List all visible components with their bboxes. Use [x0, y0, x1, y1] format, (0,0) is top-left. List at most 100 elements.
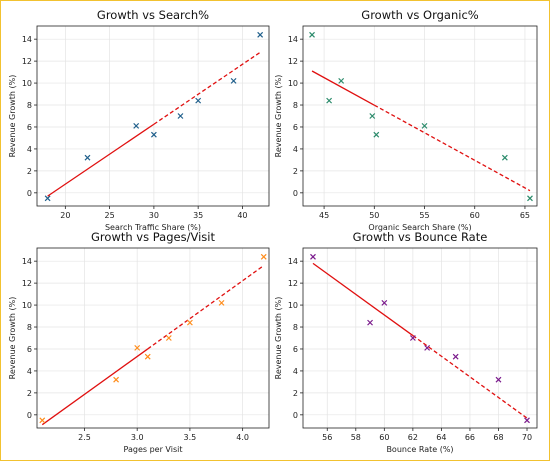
x-tick-label: 60 [379, 433, 389, 442]
data-point [326, 97, 333, 104]
data-point [134, 344, 141, 351]
data-point [309, 31, 315, 38]
y-tick-label: 6 [293, 345, 298, 354]
x-tick-label: 3.5 [184, 433, 197, 442]
data-point [409, 335, 416, 341]
data-point [150, 131, 157, 138]
x-tick-label: 45 [319, 211, 329, 220]
y-tick-label: 8 [293, 101, 298, 110]
data-point [165, 335, 172, 341]
plot-area [302, 247, 538, 429]
x-tick-label: 70 [522, 433, 532, 442]
x-tick-label: 66 [465, 433, 475, 442]
data-point [381, 299, 388, 306]
chart-title: Growth vs Bounce Rate [353, 230, 488, 244]
x-axis-label: Bounce Rate (%) [386, 445, 453, 454]
y-tick-label: 4 [293, 367, 298, 376]
x-tick-label: 62 [408, 433, 418, 442]
data-point [186, 319, 193, 326]
y-tick-label: 2 [293, 167, 298, 176]
data-point [257, 31, 264, 38]
y-tick-label: 10 [288, 79, 298, 88]
y-tick-label: 10 [22, 301, 32, 310]
x-tick-label: 25 [105, 211, 115, 220]
y-tick-label: 4 [27, 145, 32, 154]
trend-line-dashed [412, 335, 528, 419]
data-point [133, 122, 140, 129]
y-tick-label: 4 [27, 367, 32, 376]
data-point [338, 77, 345, 84]
y-tick-label: 14 [288, 35, 298, 44]
x-tick-label: 40 [237, 211, 247, 220]
data-point [369, 113, 376, 119]
chart-panel-2: 45 50 55 60 65 0 2 4 6 8 10 12 14 Growth vs Organic% O… [274, 8, 538, 232]
chart-title: Growth vs Pages/Visit [91, 230, 215, 244]
trend-line-solid [312, 262, 414, 337]
data-point [39, 417, 46, 424]
chart-panel-1: 20 25 30 35 40 0 2 4 6 8 10 12 14 Growth vs Search% Se… [8, 8, 270, 232]
data-point [373, 131, 380, 138]
x-tick-label: 50 [369, 211, 379, 220]
y-tick-label: 0 [27, 189, 32, 198]
y-tick-label: 12 [288, 57, 298, 66]
y-axis-label: Revenue Growth (%) [8, 75, 17, 158]
data-point [524, 417, 530, 424]
data-point [527, 195, 533, 202]
y-tick-label: 0 [293, 189, 298, 198]
x-tick-label: 68 [493, 433, 503, 442]
x-tick-label: 55 [419, 211, 429, 220]
y-tick-label: 0 [293, 411, 298, 420]
x-tick-label: 56 [322, 433, 332, 442]
data-point [84, 154, 91, 161]
data-point [230, 77, 237, 84]
plot-area [36, 25, 270, 207]
y-tick-label: 6 [293, 123, 298, 132]
x-tick-label: 2.5 [78, 433, 91, 442]
y-tick-label: 6 [27, 345, 32, 354]
x-axis-label: Search Traffic Share (%) [105, 223, 201, 232]
x-tick-label: 20 [60, 211, 70, 220]
y-tick-label: 8 [293, 323, 298, 332]
data-point [44, 195, 51, 202]
y-tick-label: 14 [22, 35, 32, 44]
y-tick-label: 14 [288, 257, 298, 266]
x-tick-label: 60 [470, 211, 480, 220]
trend-line-solid [47, 123, 155, 197]
y-tick-label: 4 [293, 145, 298, 154]
y-tick-label: 10 [288, 301, 298, 310]
x-tick-label: 3.0 [131, 433, 144, 442]
chart-title: Growth vs Search% [97, 8, 209, 22]
y-tick-label: 12 [22, 57, 32, 66]
trend-line-solid [311, 70, 375, 106]
x-tick-label: 58 [351, 433, 361, 442]
data-point [260, 253, 267, 260]
x-tick-label: 64 [436, 433, 446, 442]
data-point [195, 97, 202, 104]
data-point [501, 154, 508, 161]
data-point [310, 253, 316, 260]
x-axis-label: Pages per Visit [124, 445, 183, 454]
trend-line-solid [41, 348, 149, 426]
y-axis-label: Revenue Growth (%) [274, 297, 283, 380]
y-tick-label: 12 [22, 279, 32, 288]
y-tick-label: 10 [22, 79, 32, 88]
data-point [421, 122, 428, 129]
x-tick-label: 30 [149, 211, 159, 220]
plot-area [302, 25, 538, 207]
plot-area [36, 247, 270, 429]
data-point [144, 353, 151, 360]
trend-line-dashed [147, 265, 265, 350]
y-tick-label: 2 [293, 389, 298, 398]
x-tick-label: 65 [520, 211, 530, 220]
y-tick-label: 2 [27, 167, 32, 176]
data-point [495, 376, 502, 383]
data-point [218, 299, 225, 306]
x-tick-label: 4.0 [236, 433, 249, 442]
y-tick-label: 12 [288, 279, 298, 288]
chart-title: Growth vs Organic% [361, 8, 478, 22]
y-tick-label: 14 [22, 257, 32, 266]
y-axis-label: Revenue Growth (%) [8, 297, 17, 380]
x-tick-label: 35 [193, 211, 203, 220]
